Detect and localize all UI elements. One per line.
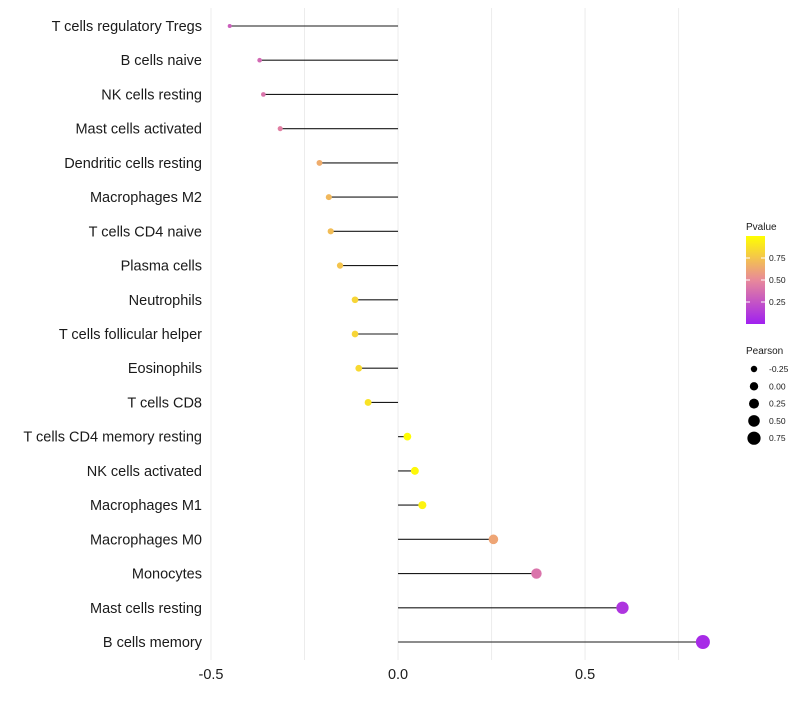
category-label: NK cells resting — [101, 87, 202, 103]
lollipop-point — [327, 228, 334, 235]
category-label: Monocytes — [132, 567, 202, 583]
size-legend-label: 0.50 — [769, 416, 786, 426]
size-legend-label: 0.75 — [769, 433, 786, 443]
pvalue-colorbar — [746, 236, 765, 324]
category-label: Dendritic cells resting — [64, 156, 202, 172]
category-label: NK cells activated — [87, 464, 202, 480]
pearson-legend-title: Pearson — [746, 346, 783, 357]
lollipop-point — [351, 330, 359, 338]
grid-layer — [210, 8, 680, 660]
colorbar-tick-label: 0.50 — [769, 275, 786, 285]
category-label: B cells naive — [121, 53, 202, 69]
lollipop-point — [227, 24, 232, 28]
lollipop-point — [418, 501, 427, 510]
lollipop-point — [488, 534, 499, 545]
colorbar-tick-label: 0.75 — [769, 253, 786, 263]
category-label: Macrophages M2 — [90, 190, 202, 206]
pvalue-legend: Pvalue 0.25 0.50 0.75 — [746, 222, 786, 324]
category-label: Mast cells activated — [75, 122, 202, 138]
lollipop-point — [355, 364, 363, 372]
size-legend-dot — [750, 365, 758, 373]
lollipop-point — [336, 262, 344, 269]
size-legend-label: -0.25 — [769, 364, 789, 374]
category-label: Plasma cells — [121, 259, 202, 275]
size-legend-dot — [749, 398, 759, 409]
category-label: Neutrophils — [129, 293, 202, 309]
category-label: Mast cells resting — [90, 601, 202, 617]
lollipop-point — [695, 635, 710, 649]
size-legend-label: 0.00 — [769, 381, 786, 391]
lollipop-point — [316, 159, 323, 166]
lollipop-point — [616, 601, 629, 614]
pvalue-legend-title: Pvalue — [746, 222, 777, 233]
lollipop-point — [410, 466, 419, 475]
size-legend-dot — [749, 382, 759, 391]
lollipop-point — [531, 568, 542, 579]
category-label: Eosinophils — [128, 361, 202, 377]
lollipop-point — [325, 194, 332, 201]
size-legend-dot — [747, 431, 761, 445]
lollipop-point — [364, 398, 372, 406]
category-label: Macrophages M0 — [90, 532, 202, 548]
x-tick-label: -0.5 — [199, 667, 224, 683]
category-label: T cells CD4 naive — [89, 224, 202, 240]
category-label: T cells CD8 — [127, 395, 202, 411]
category-label: T cells regulatory Tregs — [52, 19, 202, 35]
point-layer — [227, 24, 710, 649]
colorbar-tick-label: 0.25 — [769, 297, 786, 307]
lollipop-point — [261, 92, 266, 97]
size-legend-dot — [748, 415, 760, 427]
lollipop-point — [257, 57, 262, 63]
pearson-legend: Pearson -0.25 0.00 0.25 0.50 0.75 — [746, 346, 789, 445]
x-axis-ticks: -0.5 0.0 0.5 — [199, 667, 596, 683]
category-label: B cells memory — [103, 635, 203, 651]
lollipop-point — [351, 296, 359, 304]
category-label: T cells CD4 memory resting — [23, 430, 202, 446]
category-labels: T cells regulatory Tregs B cells naive NK … — [23, 19, 202, 651]
stem-layer — [229, 25, 703, 643]
x-tick-label: 0.0 — [388, 667, 408, 683]
size-legend-label: 0.25 — [769, 399, 786, 409]
x-tick-label: 0.5 — [575, 667, 595, 683]
lollipop-point — [403, 432, 412, 441]
category-label: T cells follicular helper — [59, 327, 202, 343]
category-label: Macrophages M1 — [90, 498, 202, 514]
lollipop-point — [277, 126, 283, 132]
